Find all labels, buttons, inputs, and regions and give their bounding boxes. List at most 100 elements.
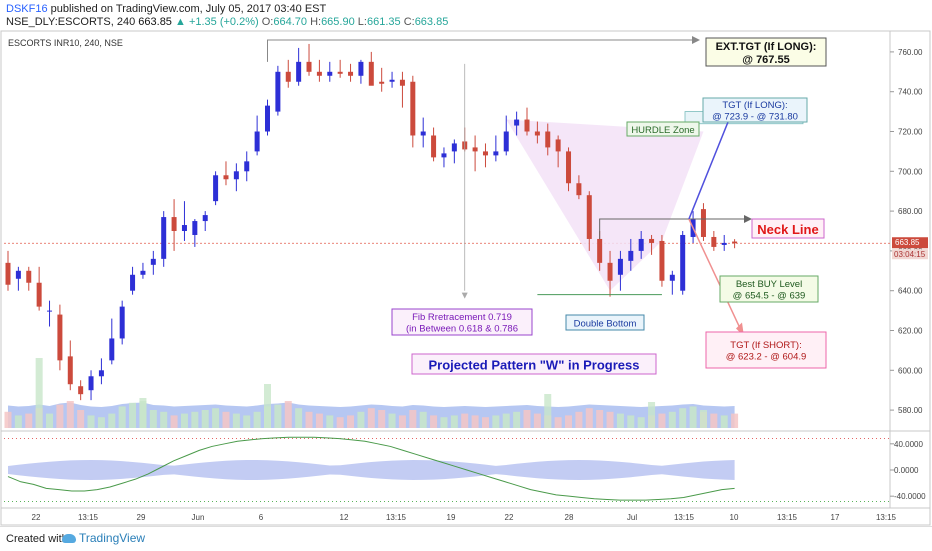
y-tick-label: 580.00 [898,406,923,415]
candle-body [659,240,665,281]
last-price: 663.85 [138,16,172,28]
candle-body [566,151,572,184]
bearish-arrow [688,218,743,333]
candle-body [493,151,499,156]
candle-body [472,147,478,152]
candle-body [213,175,219,202]
short-target-text: TGT (If SHORT): [730,340,801,351]
oscillator-line [7,436,735,501]
volume-bar [25,413,33,428]
high-label: H: [310,16,322,28]
neckline-label-box [751,218,825,239]
neckline [599,218,748,239]
candle-body [47,310,53,312]
volume-bar [679,408,687,428]
x-tick-label: 22 [505,513,514,522]
candle-body [431,135,437,158]
volume-bar [232,413,240,428]
volume-bar [668,411,676,428]
volume-bar [357,411,365,428]
author-link[interactable]: DSKF16 [6,3,48,15]
long-target-box [702,97,808,123]
x-tick-label: 13:15 [386,513,407,522]
volume-bar [471,415,479,428]
x-tick-label: 28 [565,513,574,522]
candle-body [482,151,488,156]
volume-bar [222,411,230,428]
oscillator-band [8,460,735,480]
candle-body [275,71,281,112]
volume-spike [699,410,707,428]
chart-frame [0,30,931,526]
candle-body [410,81,416,136]
short-target-text: @ 623.2 - @ 604.9 [726,352,807,363]
bullish-arrow [688,109,734,220]
volume-bar [616,413,624,428]
volume-spike [544,394,552,428]
price-change: ▲ +1.35 (+0.2%) [175,16,259,28]
volume-bar [419,411,427,428]
symbol-label[interactable]: NSE_DLY:ESCORTS, 240 [6,16,136,28]
volume-bar [77,410,85,428]
volume-spike [264,384,271,428]
volume-bar [502,413,510,428]
candle-body [451,143,457,152]
pattern-label-box [411,353,657,375]
osc-y-tick-label: 40.0000 [894,440,923,449]
volume-bar [481,417,489,428]
fib-label-text: Fib Rretracement 0.719 [412,312,512,323]
candle-body [534,131,540,136]
best-buy-box [719,275,819,303]
volume-bar [170,415,178,428]
candle-body [628,250,634,261]
volume-bar [388,413,396,428]
volume-bar [585,408,593,428]
projection-wedge [506,119,704,291]
candle-body [265,105,270,132]
osc-y-tick-label: 0.0000 [894,466,919,475]
current-price-value: 663.85 [895,238,920,247]
short-target-box [705,331,827,369]
publish-info: DSKF16 published on TradingView.com, Jul… [6,3,326,15]
candle-body [223,175,229,180]
y-tick-label: 620.00 [898,327,923,336]
volume-bar [347,415,355,428]
volume-bar [212,408,220,428]
candle-body [649,238,655,243]
pattern-label-text: Projected Pattern "W" in Progress [429,358,640,373]
osc-y-tick-label: -40.0000 [894,492,926,501]
candle-body [607,262,613,281]
candle-body [514,119,520,126]
tradingview-logo[interactable]: TradingView [62,531,145,545]
volume-bar [191,411,199,428]
candle-body [285,71,291,82]
candle-body [545,131,551,148]
created-with-text: Created with [6,533,68,545]
price-chart[interactable]: ESCORTS INR10, 240, NSE 580.00 600.00 620.0… [0,30,932,526]
x-tick-label: Jul [627,513,637,522]
candle-body [327,71,333,76]
hurdle-zone-label-text: HURDLE Zone [631,125,694,136]
candle-body [233,171,239,180]
countdown-value: 03:04:15 [894,250,926,259]
volume-bar [565,415,573,428]
volume-bar [710,413,718,428]
ext-target-arrow [692,35,700,44]
candle-body [140,270,146,275]
x-tick-label: 6 [259,513,264,522]
volume-bar [87,415,95,428]
volume-bar [160,411,168,428]
candle-body [711,236,717,247]
volume-bar [274,404,282,428]
candle-body [597,238,603,263]
volume-bar [689,406,697,428]
ext-target-text: @ 767.55 [742,54,789,66]
long-target-text: @ 723.9 - @ 731.80 [712,112,798,123]
x-tick-label: 10 [730,513,739,522]
volume-bar [243,415,251,428]
volume-spike [35,358,43,428]
volume-bar [606,411,614,428]
volume-bar [149,410,157,428]
candle-body [244,161,250,172]
volume-spike [648,402,656,428]
